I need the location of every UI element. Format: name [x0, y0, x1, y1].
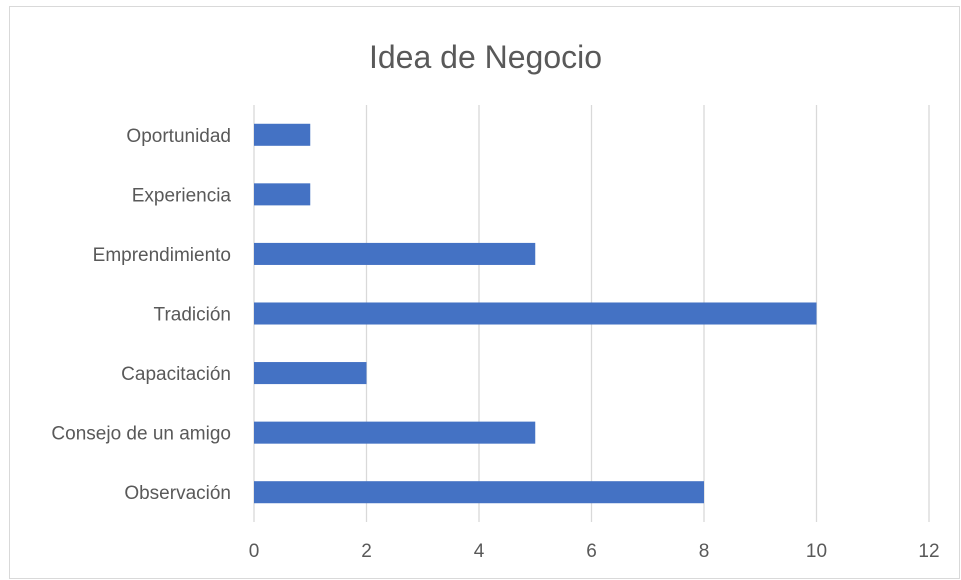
bar — [254, 362, 367, 385]
x-tick-label: 4 — [474, 541, 485, 562]
bar — [254, 242, 536, 265]
category-labels: Oportunidad Experiencia Emprendimiento Trad… — [51, 126, 231, 504]
x-tick-label: 0 — [249, 541, 260, 562]
x-tick-label: 12 — [918, 541, 939, 562]
bar — [254, 183, 311, 206]
category-label: Observación — [124, 483, 231, 504]
x-tick-label: 2 — [361, 541, 372, 562]
category-label: Capacitación — [121, 364, 231, 385]
bars — [254, 123, 817, 504]
category-label: Consejo de un amigo — [51, 424, 231, 445]
chart-title: Idea de Negocio — [368, 39, 603, 75]
category-label: Emprendimiento — [93, 245, 231, 266]
category-label: Tradición — [154, 305, 231, 326]
category-label: Experiencia — [132, 185, 232, 206]
bar — [254, 481, 704, 504]
category-label: Oportunidad — [126, 126, 231, 147]
x-tick-label: 6 — [586, 541, 597, 562]
bar — [254, 123, 311, 146]
x-tick-label: 8 — [699, 541, 710, 562]
bar — [254, 302, 817, 325]
x-tick-label: 10 — [806, 541, 827, 562]
tick-labels: 0 2 4 6 8 10 12 — [249, 541, 940, 562]
bar — [254, 421, 536, 444]
